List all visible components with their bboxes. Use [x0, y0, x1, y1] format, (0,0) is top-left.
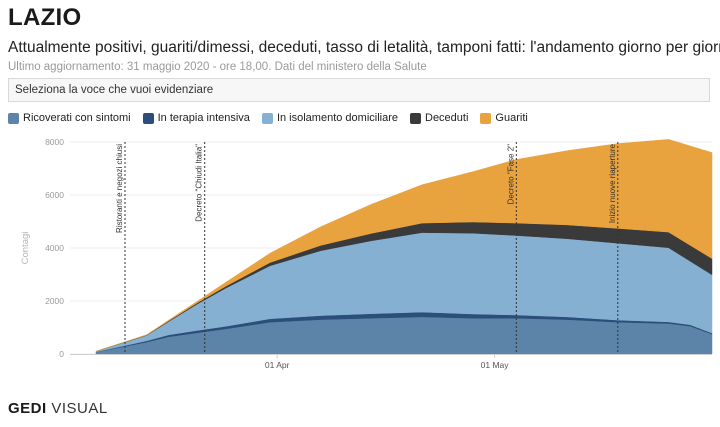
logo-thin-text: VISUAL — [51, 400, 108, 417]
legend-label-deceduti: Deceduti — [425, 112, 469, 124]
annotation-label: Decreto "Fase 2" — [506, 144, 515, 205]
legend-swatch-ricoverati — [8, 112, 19, 124]
annotations: Ristoranti e negozi chiusi Decreto "Chiud… — [115, 142, 619, 354]
legend-item-guariti[interactable]: Guariti — [480, 112, 528, 124]
legend-item-deceduti[interactable]: Deceduti — [410, 112, 468, 124]
y-tick-label: 0 — [59, 349, 64, 359]
annotation-label: Decreto "Chiudi Italia" — [195, 144, 204, 222]
annotation-label: Inizio nuove riaperture — [608, 143, 617, 223]
legend-item-ricoverati[interactable]: Ricoverati con sintomi — [8, 112, 131, 124]
legend-label-guariti: Guariti — [495, 112, 528, 124]
area-guariti — [95, 139, 713, 352]
y-tick-label: 8000 — [45, 137, 64, 147]
y-tick-label: 6000 — [45, 190, 64, 200]
legend-swatch-isolamento — [261, 112, 273, 124]
y-tick-label: 4000 — [45, 243, 64, 253]
logo-bold-text: GEDI — [8, 400, 47, 417]
legend-swatch-terapia — [142, 112, 154, 124]
legend-swatch-deceduti — [410, 112, 421, 124]
y-axis-label: Contagi — [20, 232, 31, 265]
page-title: LAZIO — [8, 4, 82, 31]
legend-item-isolamento[interactable]: In isolamento domiciliare — [261, 112, 398, 124]
chart-legend: Ricoverati con sintomi In terapia intens… — [8, 112, 540, 124]
area-series — [95, 139, 713, 355]
x-tick-label: 01 May — [481, 360, 510, 370]
page-subtitle: Attualmente positivi, guariti/dimessi, d… — [8, 39, 720, 56]
gedi-visual-logo: GEDI VISUAL — [8, 400, 108, 417]
axes: 0 2000 4000 6000 8000 Contagi 01 Apr 01 May — [20, 137, 712, 370]
legend-item-terapia[interactable]: In terapia intensiva — [142, 112, 250, 124]
legend-swatch-guariti — [480, 112, 492, 124]
last-updated-note: Ultimo aggiornamento: 31 maggio 2020 - o… — [8, 61, 427, 73]
stacked-area-chart: Ristoranti e negozi chiusi Decreto "Chiud… — [20, 137, 713, 370]
annotation-label: Ristoranti e negozi chiusi — [115, 144, 124, 233]
legend-label-ricoverati: Ricoverati con sintomi — [23, 112, 131, 124]
y-tick-label: 2000 — [45, 296, 64, 306]
series-highlight-select[interactable]: Seleziona la voce che vuoi evidenziare — [8, 78, 710, 102]
legend-label-terapia: In terapia intensiva — [157, 112, 250, 124]
series-highlight-select-label: Seleziona la voce che vuoi evidenziare — [15, 84, 214, 96]
x-tick-label: 01 Apr — [265, 360, 290, 370]
legend-label-isolamento: In isolamento domiciliare — [276, 112, 398, 124]
